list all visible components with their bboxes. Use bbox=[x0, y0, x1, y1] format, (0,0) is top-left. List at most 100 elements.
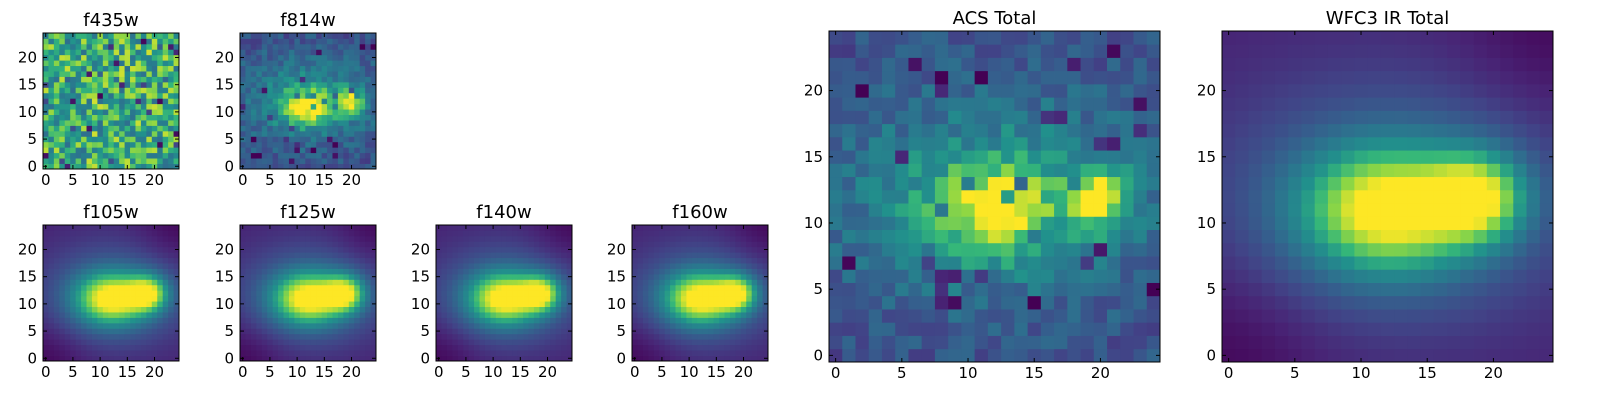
heatmap-cell bbox=[332, 317, 339, 324]
heatmap-cell bbox=[934, 31, 949, 45]
heatmap-cell bbox=[490, 350, 497, 356]
heatmap-cell bbox=[283, 333, 290, 340]
heatmap-cell bbox=[1107, 110, 1121, 125]
heatmap-cell bbox=[135, 125, 142, 132]
heatmap-cell bbox=[337, 147, 344, 154]
heatmap-cell bbox=[566, 306, 573, 313]
heatmap-cell bbox=[881, 256, 896, 270]
heatmap-cell bbox=[523, 225, 529, 231]
heatmap-cell bbox=[168, 71, 174, 77]
heatmap-cell bbox=[463, 333, 470, 340]
heatmap-cell bbox=[359, 54, 366, 61]
heatmap-cell bbox=[278, 152, 284, 159]
heatmap-cell bbox=[113, 71, 120, 77]
heatmap-cell bbox=[370, 230, 377, 237]
heatmap-cell bbox=[81, 252, 87, 259]
heatmap-cell bbox=[327, 92, 333, 99]
heatmap-cell bbox=[1274, 203, 1289, 217]
heatmap-cell bbox=[348, 230, 355, 237]
heatmap-cell bbox=[1473, 335, 1488, 350]
heatmap-cell bbox=[653, 268, 660, 275]
heatmap-cell bbox=[316, 246, 322, 253]
heatmap-cell bbox=[256, 65, 263, 72]
heatmap-cell bbox=[702, 235, 709, 242]
heatmap-cell bbox=[855, 295, 870, 310]
heatmap-cell bbox=[1001, 110, 1015, 125]
heatmap-cell bbox=[151, 125, 158, 132]
heatmap-cell bbox=[327, 225, 333, 231]
heatmap-cell bbox=[740, 241, 747, 248]
heatmap-cell bbox=[64, 317, 71, 324]
heatmap-cell bbox=[735, 279, 742, 286]
heatmap-cell bbox=[452, 333, 459, 340]
heatmap-cell bbox=[256, 54, 263, 61]
heatmap-cell bbox=[59, 241, 66, 248]
heatmap-cell bbox=[842, 163, 856, 178]
heatmap-cell bbox=[632, 339, 638, 346]
heatmap-cell bbox=[272, 71, 279, 77]
heatmap-cell bbox=[130, 81, 136, 88]
heatmap-cell bbox=[305, 158, 312, 164]
heatmap-cell bbox=[70, 295, 77, 302]
heatmap-cell bbox=[751, 322, 758, 329]
heatmap-cell bbox=[97, 317, 104, 324]
heatmap-cell bbox=[697, 279, 704, 286]
heatmap-cell bbox=[632, 317, 638, 324]
heatmap-cell bbox=[365, 350, 371, 356]
heatmap-cell bbox=[278, 290, 284, 297]
x-tick-label: 15 bbox=[1025, 364, 1044, 382]
heatmap-cell bbox=[316, 252, 322, 259]
heatmap-cell bbox=[829, 150, 843, 164]
heatmap-cell bbox=[528, 301, 535, 307]
heatmap-cell bbox=[463, 252, 470, 259]
heatmap-cell bbox=[113, 322, 120, 329]
heatmap-cell bbox=[278, 43, 284, 50]
heatmap-cell bbox=[533, 295, 540, 302]
heatmap-cell bbox=[501, 301, 508, 307]
heatmap-cell bbox=[173, 49, 180, 56]
heatmap-cell bbox=[354, 328, 361, 335]
heatmap-cell bbox=[566, 317, 573, 324]
heatmap-cell bbox=[250, 317, 257, 324]
heatmap-cell bbox=[124, 147, 131, 154]
heatmap-cell bbox=[1341, 309, 1355, 323]
heatmap-cell bbox=[735, 355, 742, 362]
heatmap-cell bbox=[908, 309, 923, 323]
heatmap-cell bbox=[1486, 282, 1501, 297]
heatmap-cell bbox=[697, 328, 704, 335]
heatmap-cell bbox=[365, 317, 371, 324]
heatmap-cell bbox=[75, 317, 82, 324]
heatmap-cell bbox=[119, 350, 125, 356]
heatmap-cell bbox=[740, 252, 747, 259]
heatmap-cell bbox=[686, 284, 693, 291]
heatmap-cell bbox=[757, 350, 763, 356]
heatmap-cell bbox=[113, 147, 120, 154]
heatmap-cell bbox=[664, 273, 671, 280]
heatmap-cell bbox=[1146, 31, 1161, 45]
heatmap-cell bbox=[283, 98, 290, 105]
heatmap-cell bbox=[48, 241, 55, 248]
heatmap-cell bbox=[664, 317, 671, 324]
heatmap-cell bbox=[566, 295, 573, 302]
heatmap-cell bbox=[708, 241, 714, 248]
heatmap-cell bbox=[359, 268, 366, 275]
heatmap-cell bbox=[119, 98, 125, 105]
heatmap-cell bbox=[321, 290, 328, 297]
heatmap-cell bbox=[691, 355, 698, 362]
heatmap-cell bbox=[70, 103, 77, 110]
heatmap-cell bbox=[343, 290, 350, 297]
heatmap-cell bbox=[321, 246, 328, 253]
heatmap-cell bbox=[713, 230, 720, 237]
heatmap-cell bbox=[75, 38, 82, 45]
heatmap-cell bbox=[1133, 282, 1148, 297]
heatmap-cell bbox=[506, 257, 513, 264]
heatmap-cell bbox=[343, 38, 350, 45]
heatmap-cell bbox=[1107, 97, 1121, 111]
heatmap-cell bbox=[151, 241, 158, 248]
heatmap-cell bbox=[43, 71, 49, 77]
heatmap-cell bbox=[245, 38, 252, 45]
heatmap-cell bbox=[102, 125, 109, 132]
heatmap-cell bbox=[987, 83, 1002, 98]
heatmap-cell bbox=[91, 235, 98, 242]
heatmap-cell bbox=[735, 235, 742, 242]
